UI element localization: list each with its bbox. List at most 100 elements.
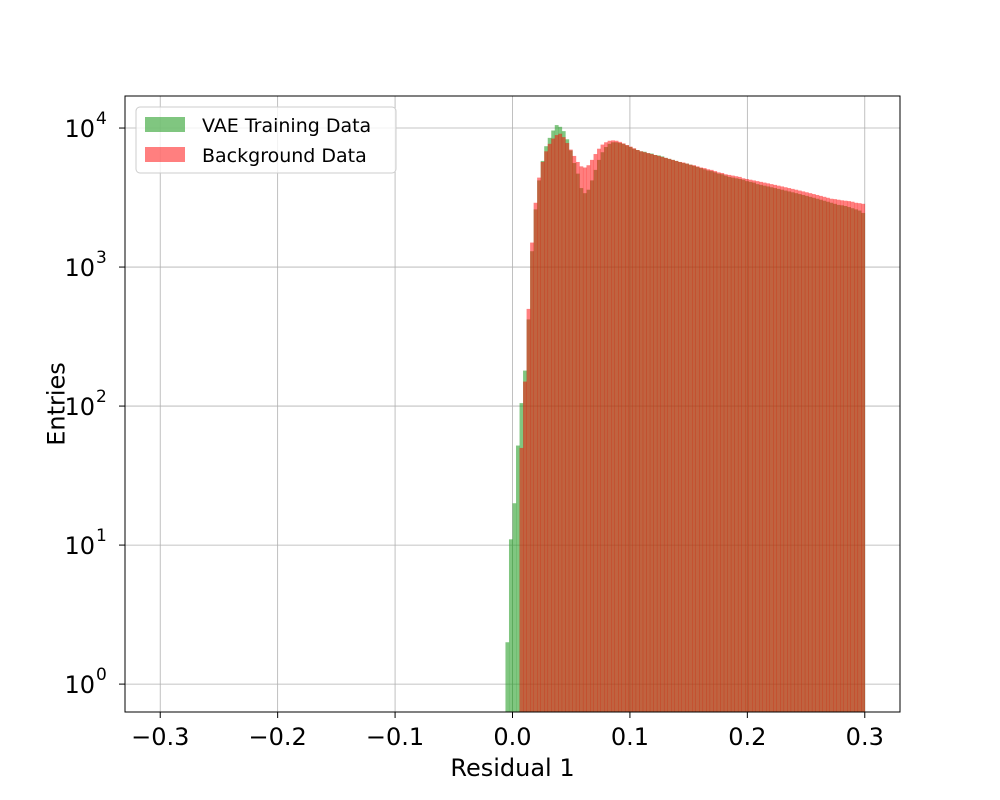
y-tick-label: 10 — [64, 254, 95, 282]
histogram-bar — [685, 163, 689, 713]
histogram-bar — [544, 151, 549, 712]
histogram-bar — [745, 178, 749, 713]
y-tick-label: 10 — [64, 671, 95, 699]
histogram-bar — [600, 144, 605, 713]
histogram-bar — [826, 197, 830, 712]
legend-swatch — [145, 147, 185, 162]
histogram-bar — [565, 143, 570, 712]
legend-label: Background Data — [202, 145, 367, 167]
x-axis-label: Residual 1 — [450, 754, 574, 782]
histogram-bar — [702, 168, 707, 712]
histogram-bar — [833, 199, 837, 712]
histogram-bar — [547, 143, 552, 712]
histogram-bar — [720, 172, 725, 713]
histogram-bar — [674, 160, 679, 712]
histogram-bar — [635, 150, 640, 712]
histogram-bar — [639, 151, 644, 712]
series-background — [519, 133, 866, 713]
histogram-bar — [621, 143, 626, 713]
histogram-bar — [776, 185, 781, 712]
histogram-bar — [734, 176, 739, 713]
histogram-bar — [667, 158, 672, 712]
histogram-bar — [590, 159, 594, 712]
x-axis-ticks: −0.3 −0.2 −0.1 0.0 0.1 0.2 0.3 — [131, 712, 884, 751]
histogram-bar — [699, 167, 704, 713]
histogram-bar — [769, 184, 774, 712]
histogram-bar — [663, 157, 668, 713]
x-tick-label: 0.3 — [846, 723, 884, 751]
histogram-bar — [607, 140, 612, 713]
histogram-bar — [766, 183, 770, 713]
histogram-bar — [727, 174, 732, 712]
histogram-bar — [558, 133, 563, 713]
y-tick-label: 10 — [64, 393, 95, 421]
histogram-bar — [804, 192, 809, 712]
histogram-bar — [554, 135, 559, 712]
histogram-bar — [762, 182, 767, 713]
histogram-bar — [604, 142, 608, 712]
histogram-bar — [787, 188, 792, 712]
legend-box — [135, 106, 397, 174]
histogram-bar — [716, 172, 721, 713]
histogram-bar — [611, 140, 615, 712]
histogram-bar — [526, 308, 531, 712]
histogram-bar — [706, 169, 711, 712]
histogram-bar — [561, 137, 566, 712]
histogram-bar — [671, 159, 675, 712]
histogram-bar — [688, 164, 693, 712]
histogram-bar — [818, 195, 823, 712]
x-tick-label: −0.3 — [131, 723, 189, 751]
histogram-bar — [508, 539, 513, 712]
histogram-bar — [533, 202, 538, 712]
histogram-bar — [822, 196, 827, 712]
histogram-bar — [723, 174, 728, 712]
histogram-bar — [642, 152, 647, 712]
histogram-bar — [540, 161, 545, 712]
histogram-bar — [741, 178, 746, 712]
histogram-bar — [586, 165, 591, 712]
legend: VAE Training Data Background Data — [135, 106, 397, 174]
histogram-bar — [773, 184, 778, 712]
histogram-bar — [783, 187, 788, 712]
histogram-bar — [660, 156, 665, 712]
histogram-bar — [850, 201, 855, 712]
histogram-bar — [618, 141, 623, 712]
histogram-bar — [656, 155, 661, 712]
histogram-bar — [568, 149, 573, 712]
y-tick-exponent: 2 — [96, 387, 107, 407]
histogram-bar — [692, 165, 696, 712]
y-tick-exponent: 0 — [96, 665, 107, 685]
histogram-bar — [523, 381, 527, 712]
histogram-bar — [646, 153, 651, 713]
histogram-bar — [808, 193, 813, 712]
x-tick-label: −0.2 — [249, 723, 307, 751]
histogram-bar — [811, 194, 816, 713]
histogram-bar — [794, 189, 799, 713]
histogram-bar — [512, 503, 517, 712]
histogram-bar — [614, 140, 619, 713]
histogram-bar — [516, 445, 520, 712]
histogram-bar — [653, 154, 658, 712]
y-axis-label: Entries — [42, 362, 70, 446]
histogram-bar — [730, 175, 735, 713]
histogram-bar — [752, 180, 756, 713]
histogram-bar — [815, 194, 820, 712]
histogram-bar — [695, 166, 700, 713]
histogram-bar — [505, 642, 510, 712]
y-tick-exponent: 4 — [96, 109, 107, 129]
histogram-bar — [861, 203, 866, 712]
histogram-bar — [843, 200, 848, 712]
x-tick-label: −0.1 — [366, 723, 424, 751]
histogram-bar — [857, 203, 862, 712]
histogram-bar — [847, 201, 851, 712]
histogram-bar — [582, 167, 587, 713]
histogram-bar — [748, 179, 753, 712]
histogram-bar — [854, 202, 859, 712]
y-tick-label: 10 — [64, 115, 95, 143]
histogram-bar — [755, 181, 760, 712]
histogram-bar — [759, 181, 763, 712]
histogram-bar — [537, 177, 541, 712]
histogram-bars — [505, 125, 866, 713]
